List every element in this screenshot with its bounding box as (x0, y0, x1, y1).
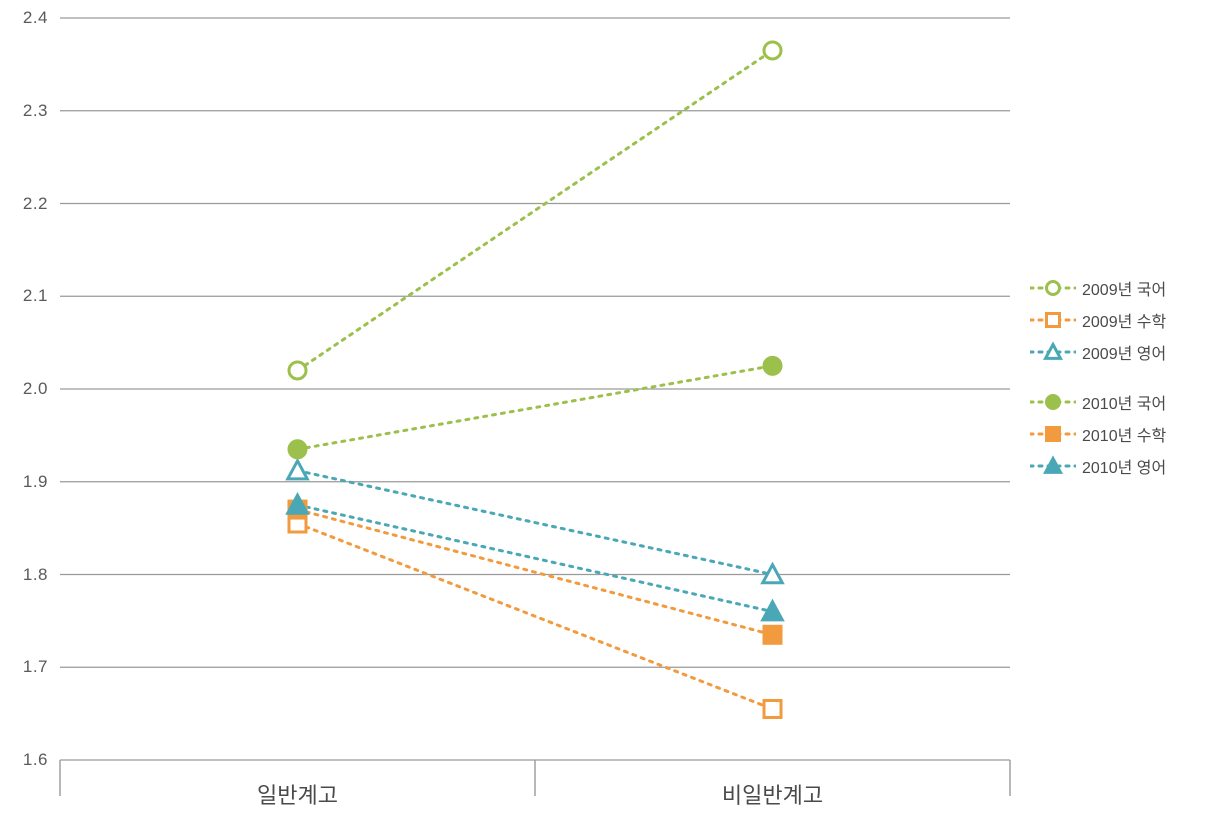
ytick-label: 2.2 (0, 194, 48, 214)
ytick-label: 1.6 (0, 750, 48, 770)
legend-swatch-e09 (1030, 339, 1076, 365)
legend-item-k09: 2009년 국어 (1030, 275, 1166, 301)
legend-swatch-m09 (1030, 307, 1076, 333)
legend-swatch-e10 (1030, 453, 1076, 479)
ytick-label: 2.0 (0, 379, 48, 399)
xtick-label: 비일반계고 (722, 778, 823, 810)
legend-label: 2010년 국어 (1082, 390, 1166, 414)
legend-item-m10: 2010년 수학 (1030, 421, 1166, 447)
ytick-label: 1.7 (0, 657, 48, 677)
chart-container: 1.6 1.7 1.8 1.9 2.0 2.1 2.2 2.3 2.4 일반계고 비일반계고 200… (0, 0, 1219, 817)
marker-e09-0 (288, 461, 308, 479)
legend-label: 2010년 영어 (1082, 454, 1166, 478)
legend-label: 2009년 영어 (1082, 340, 1166, 364)
legend-label: 2009년 국어 (1082, 276, 1166, 300)
legend-swatch-m10 (1030, 421, 1076, 447)
marker-k09-1 (764, 42, 781, 59)
legend-swatch-k09 (1030, 275, 1076, 301)
ytick-label: 2.1 (0, 286, 48, 306)
legend-item-e10: 2010년 영어 (1030, 453, 1166, 479)
marker-m10-1 (764, 626, 781, 643)
ytick-label: 2.3 (0, 101, 48, 121)
ytick-label: 2.4 (0, 8, 48, 28)
ytick-label: 1.8 (0, 565, 48, 585)
marker-k10-1 (764, 357, 781, 374)
legend-item-m09: 2009년 수학 (1030, 307, 1166, 333)
legend-label: 2009년 수학 (1082, 308, 1166, 332)
legend: 2009년 국어 2009년 수학 2009년 영어 2010년 국어 2010년 수학… (1030, 275, 1166, 485)
legend-label: 2010년 수학 (1082, 422, 1166, 446)
ytick-label: 1.9 (0, 472, 48, 492)
series-line-k10 (298, 366, 773, 449)
series-line-k09 (298, 50, 773, 370)
legend-item-k10: 2010년 국어 (1030, 389, 1166, 415)
legend-swatch-k10 (1030, 389, 1076, 415)
marker-m09-1 (764, 700, 781, 717)
marker-k10-0 (289, 441, 306, 458)
legend-item-e09: 2009년 영어 (1030, 339, 1166, 365)
xtick-label: 일반계고 (257, 778, 338, 810)
marker-k09-0 (289, 362, 306, 379)
